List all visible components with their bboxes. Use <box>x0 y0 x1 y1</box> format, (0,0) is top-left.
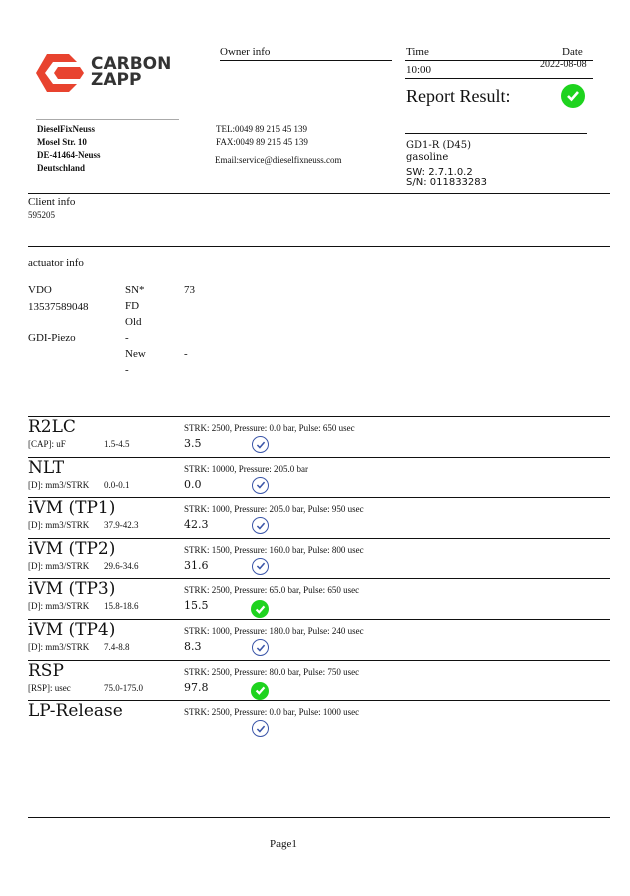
old-value: - <box>125 332 129 344</box>
divider <box>28 456 610 458</box>
test-range: 0.0-0.1 <box>104 479 130 490</box>
test-name: LP-Release <box>28 701 123 722</box>
test-params: STRK: 10000, Pressure: 205.0 bar <box>184 463 308 474</box>
test-unit: [D]: mm3/STRK <box>28 520 90 531</box>
time-label: Time <box>406 46 429 58</box>
actuator-part-number: 13537589048 <box>28 301 89 313</box>
carbon-zapp-logo <box>36 54 84 96</box>
test-range: 1.5-4.5 <box>104 439 130 449</box>
actuator-brand: VDO <box>28 284 52 296</box>
divider <box>28 246 610 247</box>
test-name: iVM (TP2) <box>28 538 116 559</box>
actuator-info-heading: actuator info <box>28 257 84 269</box>
test-params: STRK: 2500, Pressure: 0.0 bar, Pulse: 10… <box>184 707 360 718</box>
check-circle-icon <box>252 436 269 453</box>
test-range: 7.4-8.8 <box>104 642 130 652</box>
divider <box>36 119 179 120</box>
logo-text: ZAPP <box>91 70 142 90</box>
date-value: 2022-08-08 <box>540 59 587 70</box>
divider <box>28 537 610 539</box>
test-value: 8.3 <box>184 640 202 653</box>
test-range: 75.0-175.0 <box>104 682 143 693</box>
divider <box>405 133 587 134</box>
date-label: Date <box>562 46 583 58</box>
device-serial: S/N: 011833283 <box>406 177 488 188</box>
divider <box>28 193 610 194</box>
test-value: 97.8 <box>184 680 209 694</box>
fd-label: FD <box>125 300 140 312</box>
check-circle-icon <box>252 639 269 656</box>
test-params: STRK: 2500, Pressure: 65.0 bar, Pulse: 6… <box>184 585 360 596</box>
pass-check-icon <box>251 681 269 700</box>
test-value: 0.0 <box>184 477 202 491</box>
new-value-2: - <box>125 364 129 376</box>
test-params: STRK: 2500, Pressure: 80.0 bar, Pulse: 7… <box>184 666 360 677</box>
test-range: 37.9-42.3 <box>104 520 139 531</box>
owner-email[interactable]: Email:service@dieselfixneuss.com <box>215 155 342 165</box>
test-params: STRK: 1500, Pressure: 160.0 bar, Pulse: … <box>184 544 364 555</box>
test-unit: [D]: mm3/STRK <box>28 601 90 612</box>
divider <box>28 700 610 702</box>
owner-fax: FAX:0049 89 215 45 139 <box>216 137 308 147</box>
sn-label: SN* <box>125 284 145 296</box>
divider <box>28 659 610 661</box>
owner-info-heading: Owner info <box>220 46 271 58</box>
check-circle-icon <box>252 517 269 535</box>
company-country: Deutschland <box>37 163 86 173</box>
page-number: Page1 <box>270 838 297 850</box>
actuator-type: GDI-Piezo <box>28 332 76 344</box>
test-name: iVM (TP3) <box>28 579 116 600</box>
company-street: Mosel Str. 10 <box>37 137 87 147</box>
test-params: STRK: 1000, Pressure: 205.0 bar, Pulse: … <box>184 504 364 515</box>
divider <box>28 578 610 580</box>
divider <box>405 60 593 61</box>
divider <box>220 60 392 61</box>
device-model: GD1-R (D45) <box>406 140 471 151</box>
test-params: STRK: 2500, Pressure: 0.0 bar, Pulse: 65… <box>184 423 355 433</box>
pass-check-icon <box>251 600 269 619</box>
test-params: STRK: 1000, Pressure: 180.0 bar, Pulse: … <box>184 626 364 636</box>
test-unit: [RSP]: usec <box>28 682 71 693</box>
test-value: 42.3 <box>184 518 209 532</box>
test-unit: [D]: mm3/STRK <box>28 479 90 490</box>
pass-check-icon <box>561 84 585 108</box>
device-fuel: gasoline <box>406 152 449 163</box>
test-range: 29.6-34.6 <box>104 560 139 571</box>
test-name: iVM (TP1) <box>28 498 116 519</box>
owner-tel: TEL:0049 89 215 45 139 <box>216 124 307 134</box>
divider <box>405 78 593 79</box>
client-info-heading: Client info <box>28 196 76 208</box>
new-value: - <box>184 348 188 360</box>
test-value: 31.6 <box>184 558 209 572</box>
check-circle-icon <box>252 557 269 575</box>
test-value: 3.5 <box>184 437 202 450</box>
test-name: RSP <box>28 660 64 681</box>
test-name: NLT <box>28 457 65 478</box>
company-city: DE-41464-Neuss <box>37 150 101 160</box>
test-name: iVM (TP4) <box>28 620 116 640</box>
device-software: SW: 2.7.1.0.2 <box>406 167 473 178</box>
check-circle-icon <box>252 720 269 738</box>
logo-text: CARBON <box>91 54 172 74</box>
sn-value: 73 <box>184 284 195 296</box>
time-value: 10:00 <box>406 64 432 76</box>
divider <box>28 619 610 620</box>
divider <box>28 416 610 417</box>
test-range: 15.8-18.6 <box>104 601 139 612</box>
test-value: 15.5 <box>184 599 209 613</box>
test-unit: [D]: mm3/STRK <box>28 560 90 571</box>
client-id: 595205 <box>28 210 55 220</box>
check-circle-icon <box>252 476 269 494</box>
test-unit: [CAP]: uF <box>28 439 66 449</box>
old-label: Old <box>125 316 142 328</box>
test-name: R2LC <box>28 417 76 437</box>
company-name: DieselFixNeuss <box>37 124 95 134</box>
test-unit: [D]: mm3/STRK <box>28 642 90 652</box>
divider <box>28 497 610 499</box>
divider <box>28 817 610 818</box>
report-result-label: Report Result: <box>406 86 511 106</box>
new-label: New <box>125 348 146 360</box>
